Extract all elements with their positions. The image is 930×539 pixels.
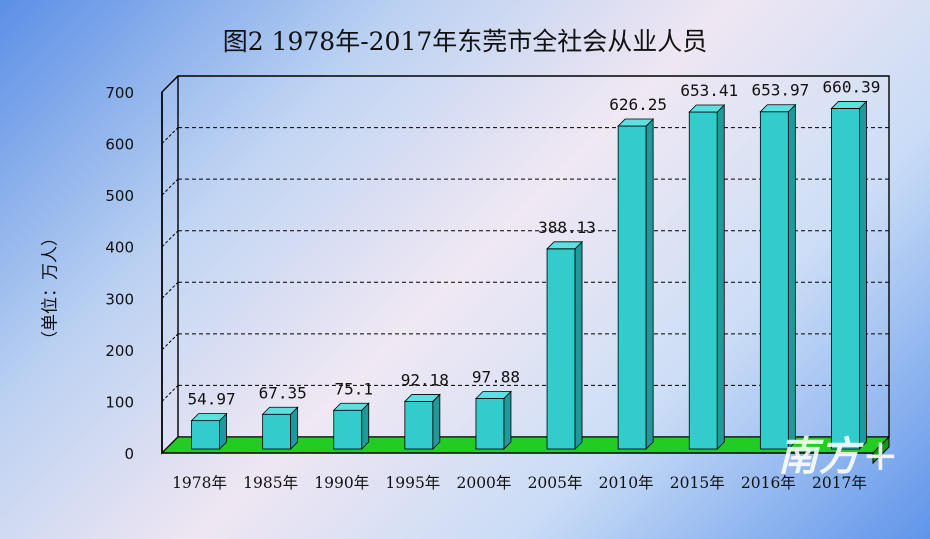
bar <box>404 401 434 450</box>
data-label: 626.25 <box>609 95 667 114</box>
x-tick-label: 1995年 <box>385 474 440 492</box>
x-tick-label: 2010年 <box>599 474 654 492</box>
data-label: 97.88 <box>472 368 520 387</box>
x-tick-label: 2015年 <box>670 474 725 492</box>
data-label: 54.97 <box>187 390 235 409</box>
bar <box>475 398 505 450</box>
bar-side <box>574 240 583 450</box>
bar-top <box>261 406 299 415</box>
x-tick-label: 2000年 <box>456 474 511 492</box>
data-label: 660.39 <box>823 77 881 96</box>
x-tick-label: 1978年 <box>172 474 227 492</box>
y-tick-label: 100 <box>105 393 134 411</box>
bar-top <box>830 101 868 109</box>
bar-top <box>190 413 228 422</box>
bar-top <box>546 241 584 250</box>
y-tick-label: 400 <box>105 239 134 257</box>
gridline-side <box>161 281 179 299</box>
data-label: 75.1 <box>334 379 373 398</box>
floor-side <box>872 435 890 465</box>
y-tick-label: 700 <box>105 84 134 102</box>
chart-title: 图2 1978年-2017年东莞市全社会从业人员 <box>222 27 708 56</box>
bar <box>333 409 363 450</box>
bar-side <box>716 104 725 450</box>
bar-top <box>688 104 726 113</box>
x-tick-label: 2005年 <box>528 474 583 492</box>
y-tick-label: 200 <box>105 342 134 360</box>
bar-side <box>645 118 654 450</box>
gridline-side <box>161 178 179 196</box>
bar <box>759 111 789 450</box>
bar <box>262 413 292 450</box>
bar <box>191 420 220 450</box>
x-tick-label: 1990年 <box>314 474 369 492</box>
bar-top <box>332 402 370 411</box>
watermark-logo: 南方+ <box>778 430 900 481</box>
x-tick-label: 1985年 <box>243 474 298 492</box>
x-tick-label: 2017年 <box>812 474 867 492</box>
data-label: 653.97 <box>751 81 809 100</box>
gridline-side <box>161 385 179 402</box>
y-tick-label: 600 <box>105 136 134 154</box>
data-label: 67.35 <box>259 383 307 402</box>
bar-side <box>859 100 867 450</box>
bar <box>831 108 860 450</box>
bar-top <box>474 391 512 399</box>
y-tick-label: 0 <box>124 445 134 463</box>
bar-top <box>759 104 797 113</box>
data-label: 388.13 <box>538 218 596 237</box>
bar-top <box>617 118 655 127</box>
y-tick-label: 300 <box>105 290 134 308</box>
bar-side <box>503 390 512 450</box>
data-label: 92.18 <box>401 370 449 389</box>
x-tick-label: 2016年 <box>741 474 796 492</box>
gridline-side <box>161 127 179 144</box>
bar <box>617 125 647 450</box>
bar <box>688 111 718 450</box>
bar-side <box>432 393 441 450</box>
y-tick-label: 500 <box>105 187 134 205</box>
bar-top <box>403 394 441 402</box>
data-label: 653.41 <box>680 81 738 100</box>
bar-side <box>787 103 796 450</box>
gridline-side <box>161 230 179 248</box>
bar <box>546 248 576 450</box>
gridline-side <box>161 333 179 351</box>
gridline-side <box>161 75 179 93</box>
bar-side <box>361 402 370 450</box>
